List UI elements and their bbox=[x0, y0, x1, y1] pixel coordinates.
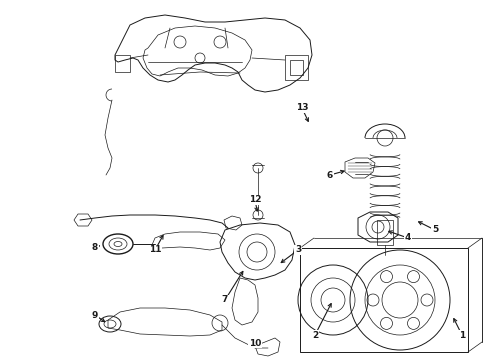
Text: 8: 8 bbox=[92, 243, 98, 252]
Text: 3: 3 bbox=[295, 246, 301, 255]
Text: 1: 1 bbox=[459, 330, 465, 339]
Text: 10: 10 bbox=[249, 338, 261, 347]
Text: 4: 4 bbox=[405, 234, 411, 243]
Text: 13: 13 bbox=[296, 104, 308, 112]
Text: 9: 9 bbox=[92, 310, 98, 320]
Text: 6: 6 bbox=[327, 171, 333, 180]
Text: 7: 7 bbox=[222, 296, 228, 305]
Text: 12: 12 bbox=[249, 195, 261, 204]
Text: 2: 2 bbox=[312, 330, 318, 339]
Text: 11: 11 bbox=[149, 246, 161, 255]
Text: 5: 5 bbox=[432, 225, 438, 234]
